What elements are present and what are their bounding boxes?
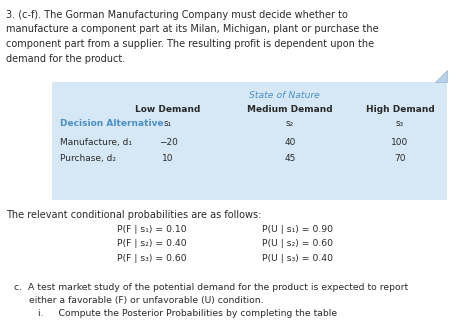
Text: P(U | s₃) = 0.40: P(U | s₃) = 0.40	[262, 254, 333, 263]
Text: P(F | s₂) = 0.40: P(F | s₂) = 0.40	[117, 240, 186, 248]
Text: State of Nature: State of Nature	[248, 91, 319, 100]
Text: component part from a supplier. The resulting profit is dependent upon the: component part from a supplier. The resu…	[6, 39, 373, 49]
Text: −20: −20	[158, 138, 177, 147]
Text: Medium Demand: Medium Demand	[246, 105, 332, 114]
Text: The relevant conditional probabilities are as follows:: The relevant conditional probabilities a…	[6, 210, 261, 220]
Text: Manufacture, d₁: Manufacture, d₁	[60, 138, 132, 147]
Text: demand for the product.: demand for the product.	[6, 53, 125, 64]
Text: P(F | s₃) = 0.60: P(F | s₃) = 0.60	[117, 254, 186, 263]
Text: 10: 10	[162, 154, 174, 163]
Text: P(U | s₁) = 0.90: P(U | s₁) = 0.90	[262, 225, 333, 234]
Text: Purchase, d₂: Purchase, d₂	[60, 154, 116, 163]
Polygon shape	[434, 70, 446, 82]
Text: manufacture a component part at its Milan, Michigan, plant or purchase the: manufacture a component part at its Mila…	[6, 24, 378, 35]
Text: 45: 45	[284, 154, 295, 163]
Text: 40: 40	[284, 138, 295, 147]
Text: s₂: s₂	[285, 119, 293, 128]
Text: Decision Alternative: Decision Alternative	[60, 119, 163, 128]
Text: either a favorable (F) or unfavorable (U) condition.: either a favorable (F) or unfavorable (U…	[14, 296, 263, 305]
Text: 3. (c-f). The Gorman Manufacturing Company must decide whether to: 3. (c-f). The Gorman Manufacturing Compa…	[6, 10, 347, 20]
Text: 70: 70	[393, 154, 405, 163]
Text: 100: 100	[391, 138, 408, 147]
Text: P(U | s₂) = 0.60: P(U | s₂) = 0.60	[262, 240, 333, 248]
Text: High Demand: High Demand	[365, 105, 433, 114]
Text: i.     Compute the Posterior Probabilities by completing the table: i. Compute the Posterior Probabilities b…	[14, 309, 336, 318]
Bar	[52, 82, 446, 200]
Text: s₁: s₁	[163, 119, 172, 128]
Text: s₃: s₃	[395, 119, 403, 128]
Text: c.  A test market study of the potential demand for the product is expected to r: c. A test market study of the potential …	[14, 283, 407, 292]
Text: Low Demand: Low Demand	[135, 105, 200, 114]
Text: P(F | s₁) = 0.10: P(F | s₁) = 0.10	[117, 225, 186, 234]
